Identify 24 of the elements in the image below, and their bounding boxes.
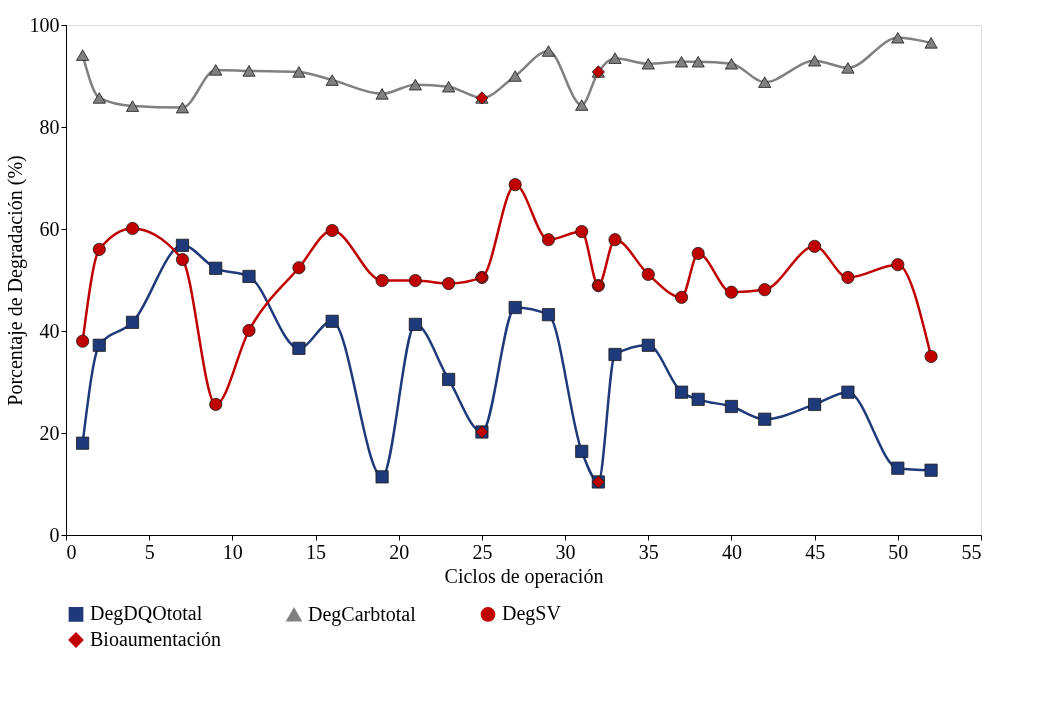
y-tick-label: 80 [39, 115, 60, 138]
x-tick-label: 45 [805, 540, 826, 563]
y-tick-label: 60 [39, 217, 60, 240]
x-tick-label: 30 [555, 540, 576, 563]
y-tick-label: 20 [39, 421, 60, 444]
legend-label: DegDQOtotal [90, 602, 203, 626]
x-tick-label: 55 [961, 540, 982, 563]
legend-label: DegSV [502, 602, 562, 626]
x-tick-label: 5 [144, 540, 155, 563]
y-axis-title: Porcentaje de Degradación (%) [3, 155, 27, 406]
x-tick-label: 0 [66, 540, 77, 563]
y-tick-label: 100 [29, 13, 60, 36]
x-axis-title: Ciclos de operación [444, 564, 604, 588]
y-tick-label: 40 [39, 319, 60, 342]
x-tick-label: 25 [472, 540, 493, 563]
y-tick-label: 0 [49, 523, 60, 546]
x-tick-label: 35 [638, 540, 659, 563]
legend-label: Bioaumentación [90, 628, 222, 650]
x-tick-label: 40 [721, 540, 742, 563]
x-tick-label: 10 [222, 540, 243, 563]
x-tick-label: 15 [306, 540, 327, 563]
x-tick-label: 20 [389, 540, 410, 563]
legend-label: DegCarbtotal [308, 602, 417, 626]
x-tick-label: 50 [888, 540, 909, 563]
